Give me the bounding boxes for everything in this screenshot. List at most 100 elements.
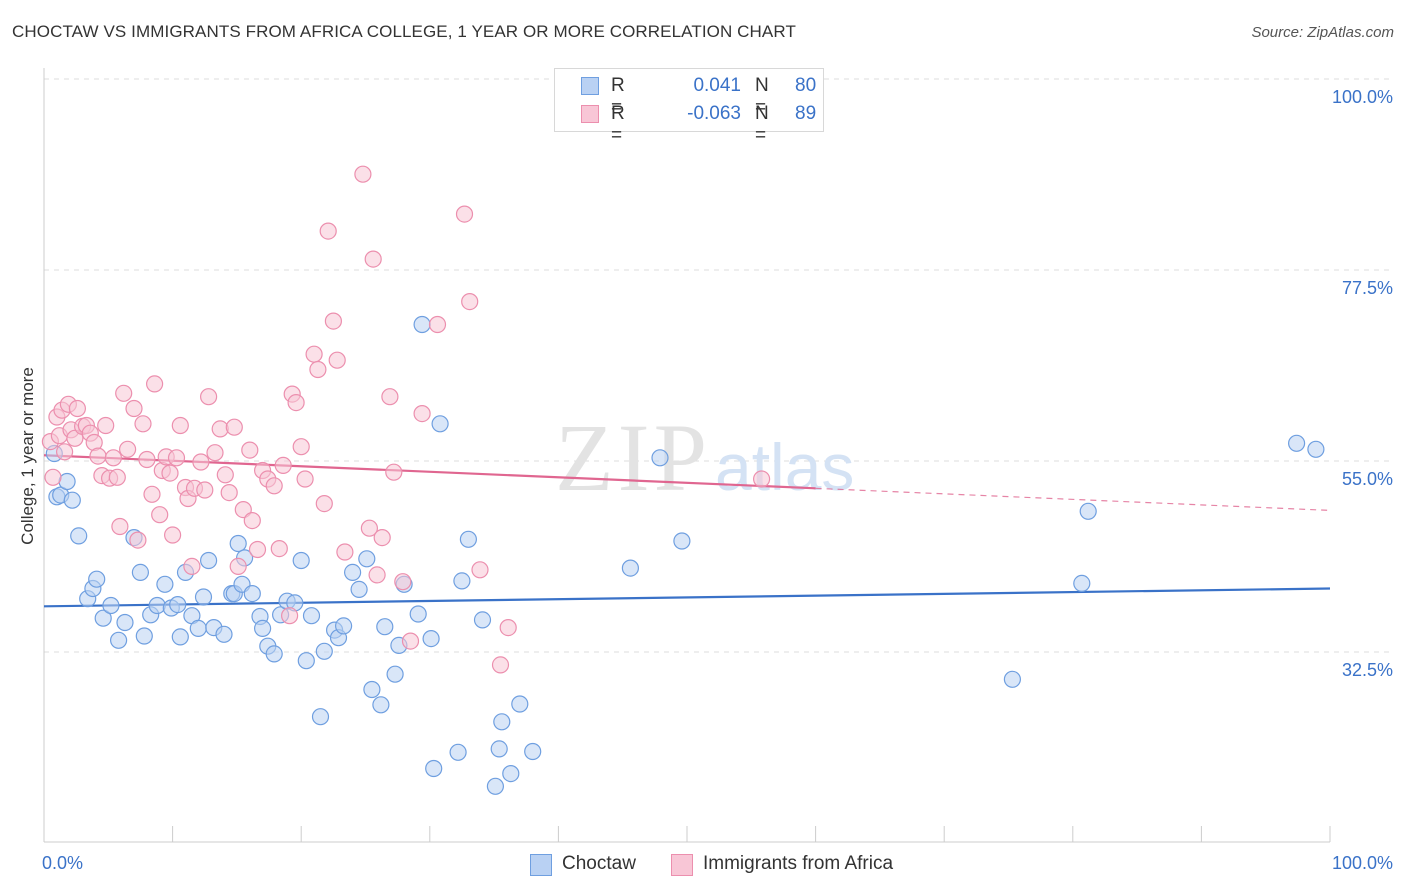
y-axis-label: College, 1 year or more (18, 367, 37, 545)
data-point (270, 539, 288, 558)
data-point (131, 563, 149, 582)
legend-r-value: 0.041 (693, 75, 741, 96)
data-point (206, 444, 224, 462)
data-point (455, 205, 474, 223)
data-point (335, 617, 353, 635)
watermark-atlas: atlas (715, 430, 854, 504)
data-point (68, 399, 87, 418)
data-point (309, 360, 327, 379)
data-point (148, 596, 166, 615)
data-point (243, 584, 261, 603)
data-point (138, 450, 156, 469)
y-tick-label: 77.5% (1341, 278, 1393, 298)
data-point (234, 501, 252, 519)
data-point (491, 656, 510, 674)
data-point (215, 625, 233, 643)
data-point (422, 629, 440, 648)
data-point (344, 563, 362, 582)
data-point (453, 572, 471, 590)
data-point (461, 293, 479, 311)
data-point (196, 481, 214, 499)
data-point (673, 532, 691, 550)
data-point (171, 628, 189, 646)
data-point (319, 222, 337, 240)
x-tick-label: 0.0% (42, 853, 84, 873)
data-point (292, 438, 310, 456)
data-point (350, 580, 368, 599)
data-point (151, 506, 169, 524)
data-point (364, 250, 382, 268)
data-point (328, 351, 346, 369)
data-point (118, 440, 137, 458)
data-point (161, 464, 179, 482)
data-point (354, 165, 372, 183)
data-point (425, 759, 443, 778)
data-point (89, 447, 107, 465)
data-point (115, 384, 133, 402)
data-point (292, 551, 310, 570)
data-point (381, 388, 399, 406)
data-point (102, 596, 120, 615)
data-point (265, 477, 283, 495)
chart-title: CHOCTAW VS IMMIGRANTS FROM AFRICA COLLEG… (12, 22, 796, 41)
series-swatch-choctaw (530, 854, 552, 876)
data-point (401, 632, 420, 650)
trend-line-choctaw (43, 587, 1331, 608)
data-point (281, 607, 299, 625)
data-point (109, 631, 128, 649)
data-point (225, 418, 243, 436)
data-point (373, 528, 391, 547)
data-point (189, 619, 207, 638)
data-point (386, 665, 404, 683)
data-point (372, 696, 390, 714)
data-point (220, 484, 238, 502)
watermark-zip: ZIP (555, 404, 711, 511)
data-point (274, 456, 292, 474)
data-point (1003, 670, 1022, 688)
legend-r-value: -0.063 (687, 103, 741, 124)
data-point (254, 619, 272, 638)
data-point (66, 429, 84, 447)
data-point (143, 485, 161, 503)
correlation-legend: R = 0.041 N = 80 R = -0.063 N = 89 (554, 68, 824, 146)
data-point (135, 627, 153, 645)
data-point (229, 557, 247, 576)
data-point (413, 405, 431, 423)
data-point (200, 388, 218, 406)
series-label-choctaw: Choctaw (562, 853, 636, 874)
data-point (296, 470, 314, 488)
series-label-africa: Immigrants from Africa (703, 853, 894, 874)
data-point (302, 607, 321, 625)
data-point (55, 443, 74, 461)
data-point (211, 420, 229, 438)
chart-source: Source: ZipAtlas.com (1251, 24, 1394, 41)
data-point (134, 415, 152, 433)
data-point (241, 441, 259, 459)
data-point (200, 551, 218, 570)
legend-r-label: R = (611, 103, 625, 146)
data-point (171, 416, 189, 435)
data-point (164, 526, 182, 544)
data-point (1307, 440, 1325, 458)
data-point (216, 466, 234, 484)
data-point (70, 527, 88, 545)
data-point (358, 550, 376, 568)
data-point (104, 449, 123, 467)
data-point (1073, 574, 1091, 593)
data-point (125, 399, 143, 418)
data-point (752, 470, 771, 488)
data-point (167, 449, 186, 467)
data-point (413, 315, 431, 334)
series-points-choctaw (45, 315, 1325, 795)
data-point (502, 764, 520, 783)
data-point (116, 613, 134, 632)
data-point (428, 315, 447, 334)
legend-swatch-africa (581, 105, 599, 123)
data-point (486, 777, 504, 795)
data-point (449, 743, 467, 761)
series-points-africa (41, 165, 771, 674)
data-point (473, 611, 492, 629)
data-point (315, 495, 333, 513)
data-point (360, 519, 378, 537)
data-point (324, 312, 342, 330)
